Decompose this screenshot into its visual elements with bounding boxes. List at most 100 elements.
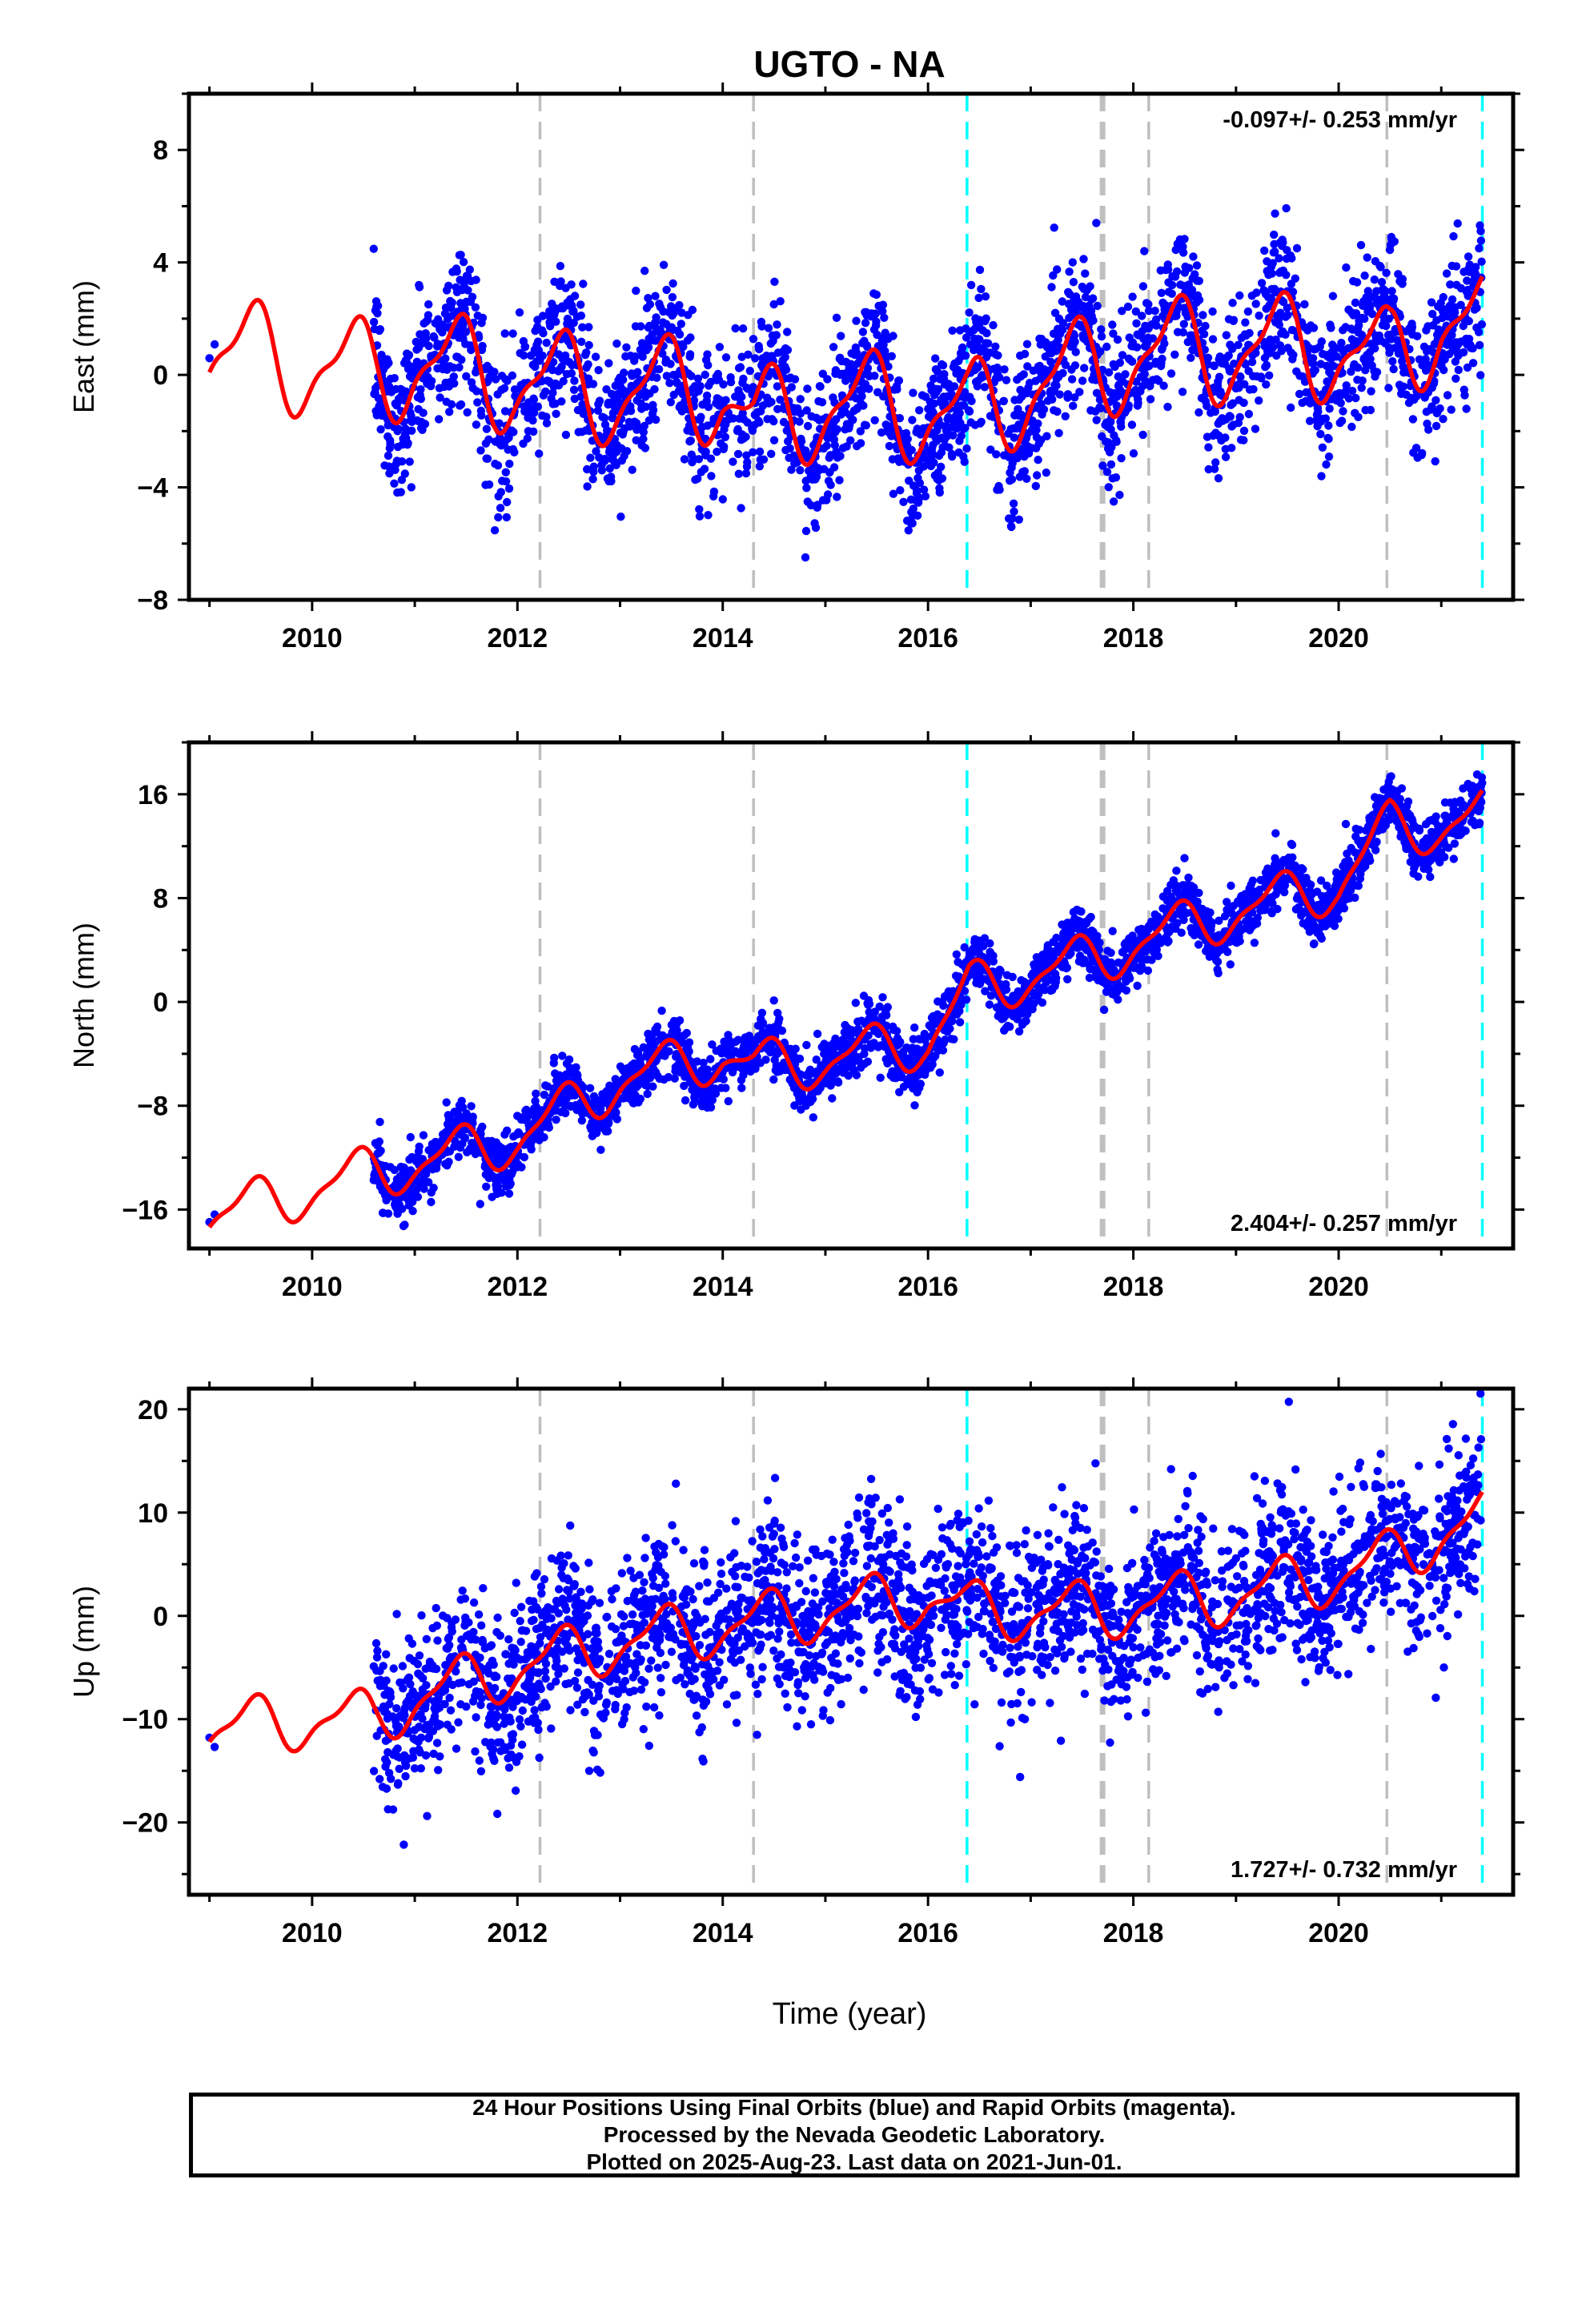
data-point: [1172, 267, 1182, 276]
data-point: [501, 468, 510, 476]
data-point: [1047, 283, 1056, 292]
data-point: [813, 501, 822, 509]
data-point: [952, 950, 962, 959]
data-point: [592, 1128, 601, 1138]
data-point: [413, 1192, 423, 1201]
data-point: [759, 455, 769, 464]
data-point: [1099, 1005, 1109, 1015]
data-point: [803, 421, 813, 431]
data-point: [1125, 974, 1134, 983]
data-point: [706, 1103, 716, 1112]
data-point: [538, 312, 548, 320]
data-point: [913, 486, 921, 495]
data-point: [977, 284, 986, 294]
data-point: [1277, 347, 1286, 356]
data-point: [974, 293, 983, 303]
data-point: [420, 420, 430, 428]
data-point: [1092, 416, 1101, 424]
data-point: [1281, 330, 1290, 339]
data-point: [473, 398, 482, 407]
data-point: [720, 442, 729, 451]
data-point: [1049, 271, 1058, 280]
data-point: [729, 414, 737, 423]
data-point: [1255, 396, 1263, 405]
data-point: [1357, 384, 1366, 392]
data-point: [505, 460, 514, 468]
data-point: [1228, 399, 1238, 408]
data-point: [913, 511, 922, 520]
data-point: [675, 300, 684, 310]
data-point: [769, 300, 778, 309]
data-point: [1283, 311, 1292, 320]
data-point: [787, 465, 796, 474]
data-point: [915, 479, 925, 488]
data-point: [591, 352, 600, 361]
data-point: [1203, 353, 1213, 362]
data-point: [801, 446, 810, 455]
data-point: [1265, 371, 1274, 380]
data-point: [384, 359, 393, 368]
data-point: [1150, 307, 1159, 316]
data-point: [1407, 323, 1417, 332]
data-point: [369, 317, 379, 327]
data-point: [1476, 236, 1486, 245]
data-point: [892, 1027, 901, 1035]
data-point: [945, 443, 954, 452]
data-point: [396, 488, 405, 497]
data-point: [1399, 382, 1408, 391]
data-point: [441, 354, 450, 363]
data-point: [1262, 360, 1271, 370]
data-point: [509, 428, 518, 436]
data-point: [472, 420, 481, 429]
data-point: [594, 366, 603, 375]
data-point: [965, 308, 974, 317]
data-point: [796, 466, 805, 475]
data-point: [652, 313, 661, 322]
data-point: [436, 393, 444, 402]
data-point: [665, 1047, 673, 1056]
data-point: [1288, 287, 1298, 296]
data-point: [652, 415, 661, 424]
data-point: [1133, 343, 1142, 352]
data-point: [585, 1084, 595, 1093]
data-point: [558, 1051, 567, 1060]
data-point: [915, 406, 924, 415]
data-point: [993, 364, 1002, 372]
data-point: [779, 417, 789, 427]
data-point: [754, 344, 764, 354]
data-point: [802, 1040, 811, 1050]
data-point: [400, 1163, 408, 1172]
data-point: [872, 290, 881, 300]
data-point: [852, 316, 861, 325]
data-point: [1200, 345, 1210, 354]
data-point: [1245, 328, 1254, 338]
data-point: [734, 469, 743, 478]
data-point: [457, 356, 466, 364]
data-point: [592, 447, 600, 456]
data-point: [1252, 288, 1261, 297]
data-point: [1106, 948, 1115, 958]
data-point: [876, 1073, 885, 1083]
data-point: [773, 382, 782, 391]
data-point: [1447, 405, 1456, 414]
data-point: [802, 406, 811, 415]
data-point: [1300, 377, 1310, 386]
data-point: [957, 432, 966, 440]
data-point: [1435, 404, 1444, 413]
data-point: [858, 328, 868, 336]
data-point: [1336, 399, 1345, 408]
data-point: [889, 332, 897, 340]
data-point: [1447, 295, 1457, 304]
data-point: [1118, 351, 1127, 360]
data-point: [1337, 416, 1347, 425]
data-point: [1187, 285, 1197, 295]
data-point: [557, 362, 566, 371]
data-point: [1092, 219, 1101, 227]
data-point: [1208, 335, 1218, 344]
data-point: [1053, 407, 1062, 416]
data-point: [1080, 364, 1089, 372]
data-point: [1033, 471, 1042, 480]
data-point: [673, 379, 682, 388]
data-point: [986, 445, 995, 454]
